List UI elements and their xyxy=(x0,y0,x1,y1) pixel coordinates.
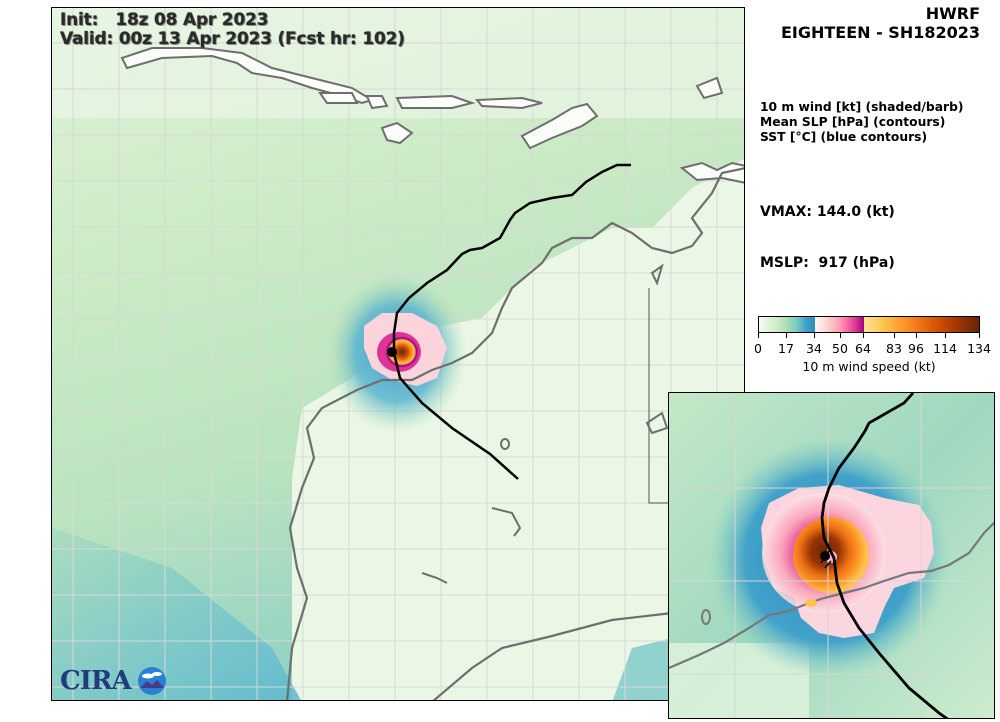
wind-field-map xyxy=(52,8,744,700)
legend-slp: Mean SLP [hPa] (contours) xyxy=(760,115,946,129)
colorbar-segment-tropical-storm-below xyxy=(759,317,815,332)
colorbar-tick-label: 34 xyxy=(806,341,822,356)
storm-wind-field xyxy=(327,273,467,433)
cira-logo: CIRA xyxy=(60,666,132,696)
storm-name: EIGHTEEN - SH182023 xyxy=(780,23,980,42)
colorbar-tick-label: 64 xyxy=(855,341,871,356)
wind-speed-colorbar xyxy=(758,316,980,333)
colorbar-segment-tropical-storm xyxy=(815,317,864,332)
inset-forecast-track xyxy=(820,393,949,718)
colorbar-tick-label: 50 xyxy=(832,341,848,356)
storm-stats: VMAX: 144.0 (kt) MSLP: 917 (hPa) xyxy=(760,170,895,289)
valid-time-label: Valid: 00z 13 Apr 2023 (Fcst hr: 102) xyxy=(60,29,405,49)
rammb-logo-icon xyxy=(137,667,166,695)
colorbar-tick-label: 114 xyxy=(933,341,957,356)
vmax-value: VMAX: 144.0 (kt) xyxy=(760,204,895,220)
legend-wind: 10 m wind [kt] (shaded/barb) xyxy=(760,100,964,114)
field-legend: 10 m wind [kt] (shaded/barb) Mean SLP [h… xyxy=(760,100,964,145)
colorbar-tick-label: 83 xyxy=(886,341,902,356)
inset-wind-field xyxy=(669,393,994,718)
inset-coastline xyxy=(669,521,994,670)
legend-sst: SST [°C] (blue contours) xyxy=(760,130,928,144)
logo-group: CIRA xyxy=(60,666,167,696)
inset-zoom-map xyxy=(668,392,995,719)
forecast-time-overlay: Init: 18z 08 Apr 2023 Valid: 00z 13 Apr … xyxy=(60,11,405,49)
model-name: HWRF xyxy=(925,4,980,23)
small-islands xyxy=(421,263,669,584)
init-time-label: Init: 18z 08 Apr 2023 xyxy=(60,10,269,30)
coastlines xyxy=(120,47,744,184)
mslp-value: MSLP: 917 (hPa) xyxy=(760,255,895,271)
plot-header: HWRF EIGHTEEN - SH182023 xyxy=(781,4,980,42)
colorbar-tick-label: 17 xyxy=(778,341,794,356)
colorbar-ticks: 0 17 34 50 64 83 96 114 134 xyxy=(754,333,991,363)
colorbar-title: 10 m wind speed (kt) xyxy=(802,359,936,374)
colorbar-tick-label: 134 xyxy=(967,341,991,356)
forecast-track xyxy=(392,163,631,480)
colorbar-segment-hurricane xyxy=(864,317,979,332)
main-map-panel: CIRA xyxy=(51,7,745,701)
storm-center-marker xyxy=(387,347,397,357)
colorbar-tick-label: 96 xyxy=(908,341,924,356)
colorbar-tick-label: 0 xyxy=(754,341,762,356)
